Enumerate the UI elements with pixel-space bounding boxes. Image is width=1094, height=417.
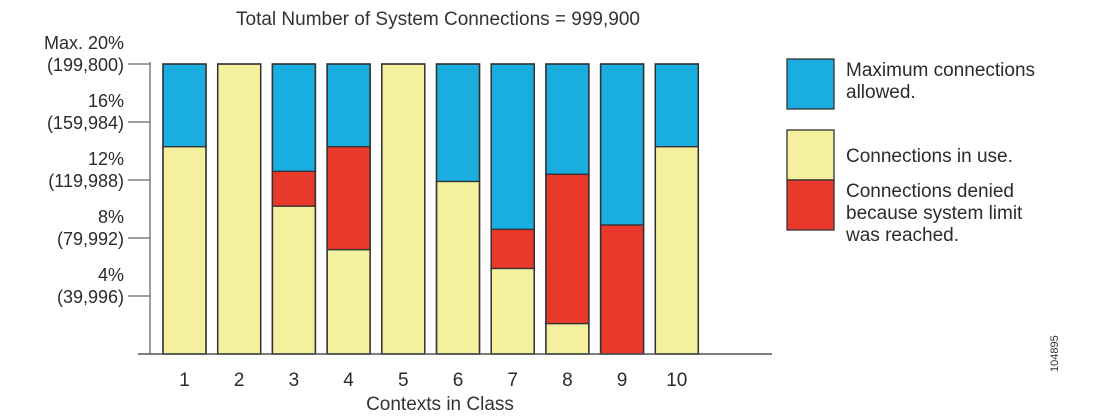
y-tick-sublabel: (119,988)	[48, 171, 124, 191]
bar-segment-in_use	[654, 145, 699, 355]
bar-segment-denied	[271, 170, 317, 207]
bar-segment-in_use	[381, 63, 426, 355]
y-tick-sublabel: (79,992)	[57, 229, 124, 249]
bar-group-7	[490, 63, 535, 355]
bar-group-6	[435, 63, 481, 355]
bar-segment-max_allowed	[326, 63, 371, 148]
legend-label: Maximum connections	[846, 60, 1035, 81]
y-tick-label: 16%	[88, 91, 124, 111]
bar-segment-denied	[599, 224, 645, 355]
x-tick-label: 3	[289, 370, 300, 391]
x-tick-label: 7	[507, 370, 518, 391]
bar-group-9	[599, 63, 645, 355]
bar-group-1	[162, 63, 207, 355]
bar-segment-max_allowed	[435, 63, 481, 183]
bar-group-4	[326, 63, 371, 355]
y-tick-label: 12%	[88, 149, 124, 169]
y-tick-label: 8%	[98, 207, 124, 227]
y-axis: Max. 20%(199,800) 16%(159,984) 12%(119,988…	[44, 33, 151, 354]
bar-segment-in_use	[545, 322, 590, 355]
bar-segment-max_allowed	[162, 63, 207, 148]
legend-item-in_use: Connections in use.	[786, 129, 1013, 181]
bar-group-2	[216, 63, 262, 355]
x-tick-label: 1	[179, 370, 190, 391]
x-tick-label: 10	[666, 370, 687, 391]
x-tick-label: 8	[562, 370, 573, 391]
bar-segment-max_allowed	[545, 63, 590, 175]
bar-segment-denied	[545, 173, 590, 325]
legend-label: allowed.	[846, 82, 916, 103]
bar-segment-max_allowed	[599, 63, 645, 226]
legend-label: because system limit	[846, 203, 1023, 224]
figure-id: 104895	[1049, 335, 1061, 372]
legend-swatch	[786, 179, 835, 231]
legend-label: was reached.	[845, 225, 959, 246]
x-axis-title: Contexts in Class	[366, 394, 514, 415]
bar-group-3	[271, 63, 317, 355]
x-tick-label: 4	[343, 370, 354, 391]
bar-segment-in_use	[435, 180, 481, 355]
x-axis: 1 2 3 4 5 6 7 8 9 10	[138, 353, 772, 391]
legend-swatch	[786, 58, 835, 110]
legend-swatch	[786, 129, 835, 181]
bar-segment-denied	[326, 145, 371, 251]
bars	[162, 63, 700, 355]
bar-group-5	[381, 63, 426, 355]
x-tick-label: 5	[398, 370, 409, 391]
bar-segment-max_allowed	[654, 63, 699, 148]
y-tick-sublabel: (39,996)	[57, 287, 124, 307]
y-tick-sublabel: (159,984)	[47, 113, 124, 133]
x-tick-label: 2	[234, 370, 245, 391]
bar-segment-denied	[490, 228, 535, 270]
bar-segment-max_allowed	[271, 63, 317, 172]
x-tick-label: 9	[617, 370, 628, 391]
chart-title: Total Number of System Connections = 999…	[236, 9, 640, 30]
bar-group-10	[654, 63, 700, 355]
bar-group-8	[545, 63, 590, 355]
legend-label: Connections in use.	[846, 146, 1013, 167]
bar-segment-in_use	[217, 63, 262, 355]
y-tick-label: Max. 20%	[44, 33, 124, 53]
legend-label: Connections denied	[846, 181, 1014, 202]
y-tick-sublabel: (199,800)	[47, 55, 124, 75]
y-tick-label: 4%	[98, 265, 124, 285]
bar-segment-in_use	[326, 248, 371, 355]
bar-segment-in_use	[271, 205, 317, 355]
bar-segment-max_allowed	[490, 63, 535, 230]
bar-segment-in_use	[162, 145, 207, 355]
bar-segment-in_use	[490, 267, 535, 355]
x-tick-label: 6	[453, 370, 464, 391]
